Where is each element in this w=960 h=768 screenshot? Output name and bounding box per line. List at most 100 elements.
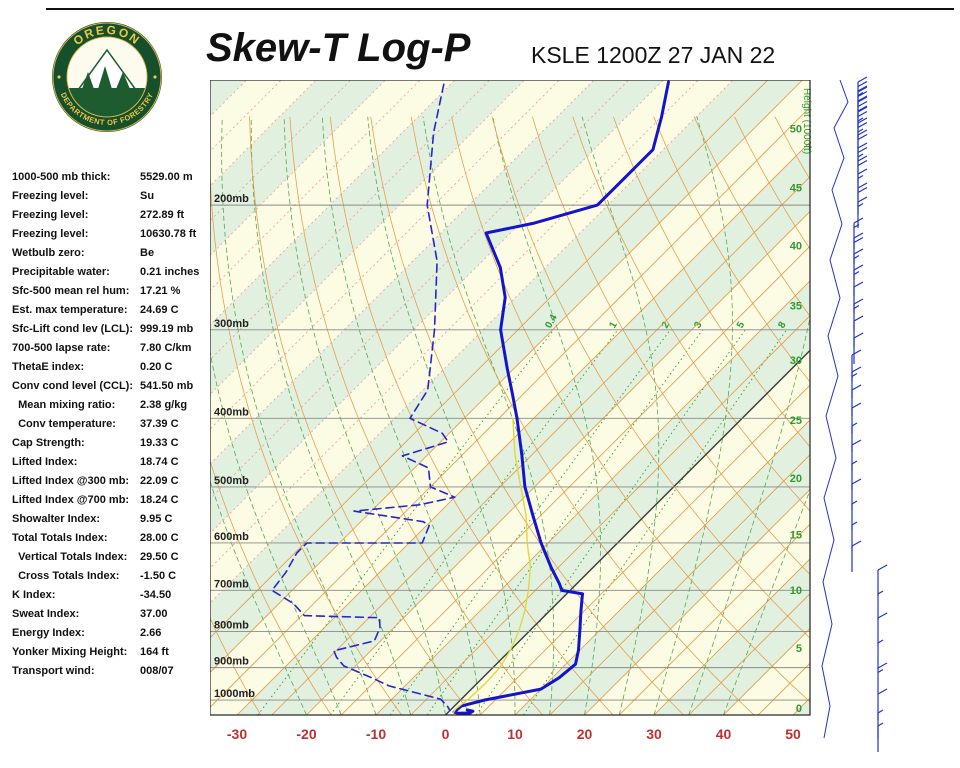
mixing-ratio-label: 8 <box>776 320 789 331</box>
stat-label: Est. max temperature: <box>12 303 128 316</box>
height-label: 25 <box>790 415 802 427</box>
indices-panel: 1000-500 mb thick: 5529.00 m Freezing leve… <box>12 167 214 680</box>
stat-value: 008/07 <box>140 664 174 677</box>
stat-value: -1.50 C <box>140 569 177 582</box>
isotherm <box>375 280 810 715</box>
wind-barb <box>877 564 888 596</box>
temp-tick-label: 40 <box>716 726 732 742</box>
stat-row: 700-500 lapse rate: 7.80 C/km <box>12 338 214 357</box>
isotherm <box>514 419 810 715</box>
wetbulb-trace <box>452 417 532 714</box>
tree-icon <box>82 72 94 89</box>
stat-value: 29.50 C <box>140 550 179 563</box>
stat-label: Sweat Index: <box>12 607 80 620</box>
pressure-label: 800mb <box>214 619 249 631</box>
stat-row: Precipitable water: 0.21 inches <box>12 262 214 281</box>
stat-label: 700-500 lapse rate: <box>12 341 111 354</box>
stat-label: Showalter Index: <box>12 512 101 525</box>
stat-row: Lifted Index @300 mb: 22.09 C <box>12 471 214 490</box>
stat-value: 37.39 C <box>140 417 179 430</box>
stat-value: 0.20 C <box>140 360 173 373</box>
stat-row: Wetbulb zero: Be <box>12 243 214 262</box>
logo-dot-right <box>153 75 157 79</box>
mixing-ratio-label: 3 <box>692 320 705 331</box>
stat-value: 0.21 inches <box>140 265 200 278</box>
stat-value: 9.95 C <box>140 512 173 525</box>
plot-border <box>210 80 811 716</box>
wind-barb <box>853 264 864 296</box>
wind-barb <box>877 590 884 620</box>
height-label: 35 <box>790 300 802 312</box>
plot-area: 0.4 1 2 3 5 8 <box>210 80 810 715</box>
stat-row: Vertical Totals Index: 29.50 C <box>12 547 214 566</box>
stat-label: Yonker Mixing Height: <box>12 645 128 658</box>
stat-row: Total Totals Index: 28.00 C <box>12 528 214 547</box>
wind-barb <box>851 402 862 434</box>
stat-row: Showalter Index: 9.95 C <box>12 509 214 528</box>
wind-barb <box>851 460 858 490</box>
stat-label: Sfc-Lift cond lev (LCL): <box>12 322 133 335</box>
stat-row: Lifted Index @700 mb: 18.24 C <box>12 490 214 509</box>
zero-isotherm <box>445 349 810 715</box>
wind-barb <box>851 384 862 416</box>
mixing-ratio-label: 1 <box>607 320 620 331</box>
isotherm <box>618 523 810 715</box>
stat-row: ThetaE index: 0.20 C <box>12 357 214 376</box>
stat-row: Est. max temperature: 24.69 C <box>12 300 214 319</box>
isotherm <box>688 593 810 715</box>
tree-icon <box>116 72 130 89</box>
wind-barb <box>877 612 888 644</box>
stat-label: Energy Index: <box>12 626 85 639</box>
chart-labels: 200mb 300mb 400mb 500mb 600mb 700mb 800mb 900mb… <box>214 88 812 742</box>
stat-label: K Index: <box>12 588 56 601</box>
stat-label: Sfc-500 mean rel hum: <box>12 284 130 297</box>
stat-value: 2.66 <box>140 626 162 639</box>
stat-value: 28.00 C <box>140 531 179 544</box>
stat-label: ThetaE index: <box>12 360 85 373</box>
isotherm <box>479 384 810 715</box>
height-label: 30 <box>790 355 802 367</box>
stat-value: 18.74 C <box>140 455 179 468</box>
stat-row: Sfc-500 mean rel hum: 17.21 % <box>12 281 214 300</box>
stat-row: Yonker Mixing Height: 164 ft <box>12 642 214 661</box>
dewpoint-trace <box>271 83 456 712</box>
stat-row: Mean mixing ratio: 2.38 g/kg <box>12 395 214 414</box>
isotherm <box>549 454 810 715</box>
tree-icon <box>98 66 112 89</box>
wind-barb <box>851 500 858 530</box>
stat-row: Freezing level: Su <box>12 186 214 205</box>
stat-value: 10630.78 ft <box>140 227 197 240</box>
wind-barb <box>853 315 864 347</box>
temp-band <box>210 80 810 715</box>
stat-value: 999.19 mb <box>140 322 194 335</box>
stat-row: Conv temperature: 37.39 C <box>12 414 214 433</box>
height-label: 5 <box>796 643 802 655</box>
stat-row: K Index: -34.50 <box>12 585 214 604</box>
stat-label: Lifted Index: <box>12 455 78 468</box>
temp-tick-label: 10 <box>507 726 523 742</box>
stat-row: Freezing level: 272.89 ft <box>12 205 214 224</box>
mixing-ratio-line <box>389 329 671 715</box>
pressure-label: 400mb <box>214 406 249 418</box>
wind-profile-line <box>821 79 849 739</box>
stat-label: Freezing level: <box>12 189 89 202</box>
wind-barb <box>877 639 884 669</box>
stat-label: Mean mixing ratio: <box>12 398 116 411</box>
stat-value: 22.09 C <box>140 474 179 487</box>
pressure-label: 900mb <box>214 656 249 668</box>
stat-value: 541.50 mb <box>140 379 194 392</box>
stat-row: 1000-500 mb thick: 5529.00 m <box>12 167 214 186</box>
wind-barb <box>851 439 862 471</box>
skewt-chart: 0.4 1 2 3 5 8200mb300mb400mb500mb600mb700mb80… <box>210 80 812 742</box>
isotherm <box>210 80 803 674</box>
stat-label: Freezing level: <box>12 227 89 240</box>
stat-value: -34.50 <box>140 588 172 601</box>
stat-label: Cap Strength: <box>12 436 85 449</box>
top-rule <box>46 8 954 10</box>
pressure-label: 200mb <box>214 193 249 205</box>
height-label: 15 <box>790 530 802 542</box>
stat-value: Be <box>140 246 155 259</box>
stat-value: 24.69 C <box>140 303 179 316</box>
stat-label: Lifted Index @700 mb: <box>12 493 130 506</box>
